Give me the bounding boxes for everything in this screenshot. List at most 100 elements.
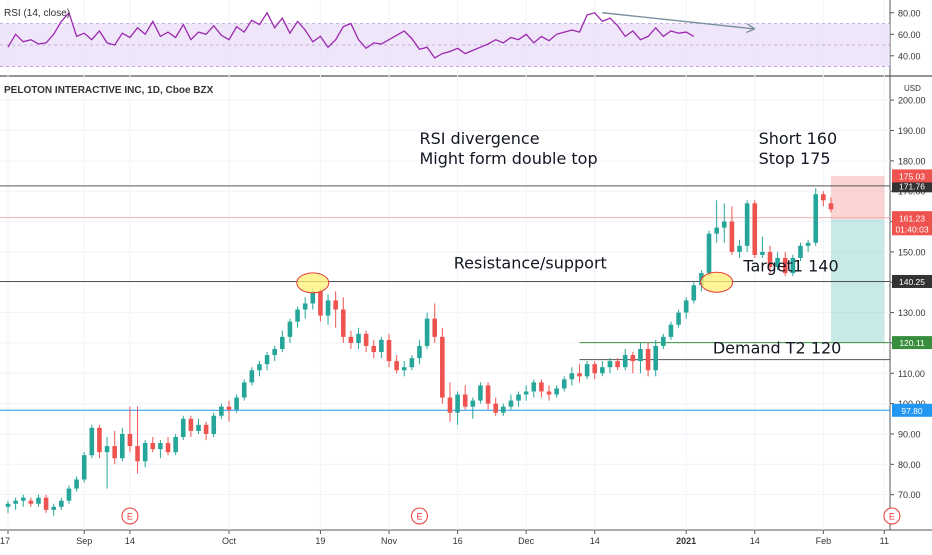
- candle[interactable]: [630, 352, 636, 374]
- candle[interactable]: [43, 494, 49, 513]
- annotation-target1[interactable]: Target1 140: [742, 257, 838, 276]
- candle[interactable]: [36, 494, 41, 507]
- candle[interactable]: [714, 200, 719, 243]
- candle[interactable]: [28, 497, 34, 507]
- candle[interactable]: [5, 500, 11, 513]
- candle[interactable]: [264, 352, 270, 371]
- candle[interactable]: [805, 239, 811, 252]
- candle[interactable]: [356, 327, 361, 349]
- candle[interactable]: [287, 318, 293, 343]
- candle[interactable]: [302, 297, 308, 319]
- candle[interactable]: [325, 294, 331, 325]
- candle[interactable]: [66, 485, 72, 504]
- candle[interactable]: [234, 394, 239, 413]
- candle[interactable]: [211, 412, 217, 437]
- candle[interactable]: [539, 379, 544, 398]
- candle[interactable]: [59, 497, 64, 510]
- candle[interactable]: [501, 403, 506, 416]
- candle[interactable]: [470, 397, 476, 419]
- candle[interactable]: [226, 400, 232, 422]
- candle[interactable]: [112, 430, 117, 465]
- candle[interactable]: [150, 436, 156, 453]
- stop-loss-zone[interactable]: [830, 175, 885, 220]
- candle[interactable]: [828, 197, 834, 213]
- annotation-res-sup[interactable]: Resistance/support: [454, 254, 607, 273]
- candle[interactable]: [165, 436, 171, 456]
- candle[interactable]: [683, 297, 689, 319]
- candle[interactable]: [363, 330, 369, 353]
- candle[interactable]: [81, 452, 87, 483]
- candle[interactable]: [782, 251, 788, 277]
- candle[interactable]: [600, 361, 605, 377]
- candle[interactable]: [584, 361, 590, 380]
- candle[interactable]: [219, 403, 224, 419]
- candle[interactable]: [508, 394, 514, 410]
- annotation-short[interactable]: Short 160: [759, 129, 838, 148]
- candle[interactable]: [752, 200, 758, 258]
- candle[interactable]: [241, 379, 247, 401]
- candle[interactable]: [676, 309, 681, 328]
- candle[interactable]: [645, 342, 651, 377]
- candle[interactable]: [386, 333, 392, 368]
- candle[interactable]: [607, 358, 613, 374]
- candle[interactable]: [821, 191, 826, 207]
- candle[interactable]: [531, 379, 537, 398]
- candle[interactable]: [622, 348, 628, 371]
- candle[interactable]: [127, 406, 133, 453]
- candle[interactable]: [775, 251, 780, 271]
- candle[interactable]: [135, 406, 140, 474]
- candle[interactable]: [272, 345, 277, 362]
- candle[interactable]: [409, 355, 415, 371]
- candle[interactable]: [653, 339, 658, 377]
- highlight-ellipse[interactable]: [296, 272, 330, 294]
- candle[interactable]: [592, 361, 598, 380]
- candle[interactable]: [203, 421, 209, 441]
- candle[interactable]: [333, 291, 338, 328]
- annotation-rsi-div[interactable]: RSI divergence: [419, 129, 539, 148]
- earnings-marker[interactable]: E: [883, 507, 901, 525]
- earnings-marker[interactable]: E: [121, 507, 139, 525]
- candle[interactable]: [371, 339, 377, 359]
- candle[interactable]: [744, 200, 750, 252]
- candle[interactable]: [615, 358, 620, 371]
- profit-target-zone[interactable]: [830, 219, 885, 343]
- candle[interactable]: [813, 188, 819, 246]
- candle[interactable]: [554, 385, 559, 398]
- candle[interactable]: [97, 424, 102, 459]
- candle[interactable]: [455, 391, 460, 425]
- candle[interactable]: [523, 385, 529, 401]
- candle[interactable]: [249, 367, 255, 386]
- candle[interactable]: [790, 254, 796, 277]
- candle[interactable]: [485, 382, 491, 410]
- candle[interactable]: [561, 376, 567, 392]
- candle[interactable]: [257, 361, 262, 377]
- candle[interactable]: [447, 382, 453, 422]
- candle[interactable]: [569, 367, 575, 386]
- candle[interactable]: [424, 312, 430, 349]
- candle[interactable]: [706, 230, 712, 277]
- candle[interactable]: [721, 203, 727, 243]
- annotation-short[interactable]: Stop 175: [759, 149, 831, 168]
- candle[interactable]: [661, 333, 666, 349]
- candle[interactable]: [89, 424, 95, 459]
- candle[interactable]: [13, 497, 18, 510]
- candle[interactable]: [348, 330, 354, 349]
- annotation-rsi-div[interactable]: Might form double top: [419, 149, 597, 168]
- candle[interactable]: [188, 415, 194, 437]
- candle[interactable]: [120, 427, 125, 462]
- candle[interactable]: [295, 306, 300, 328]
- candle[interactable]: [577, 364, 582, 383]
- candle[interactable]: [638, 342, 643, 374]
- candle[interactable]: [737, 239, 742, 258]
- candle[interactable]: [74, 476, 79, 492]
- rsi-divergence-arrow[interactable]: [602, 12, 755, 30]
- candle[interactable]: [142, 440, 148, 468]
- rsi-line[interactable]: [7, 11, 695, 59]
- candle[interactable]: [180, 415, 186, 441]
- candle[interactable]: [767, 245, 773, 274]
- candle[interactable]: [173, 433, 178, 456]
- candle[interactable]: [493, 397, 498, 416]
- candle[interactable]: [104, 436, 110, 489]
